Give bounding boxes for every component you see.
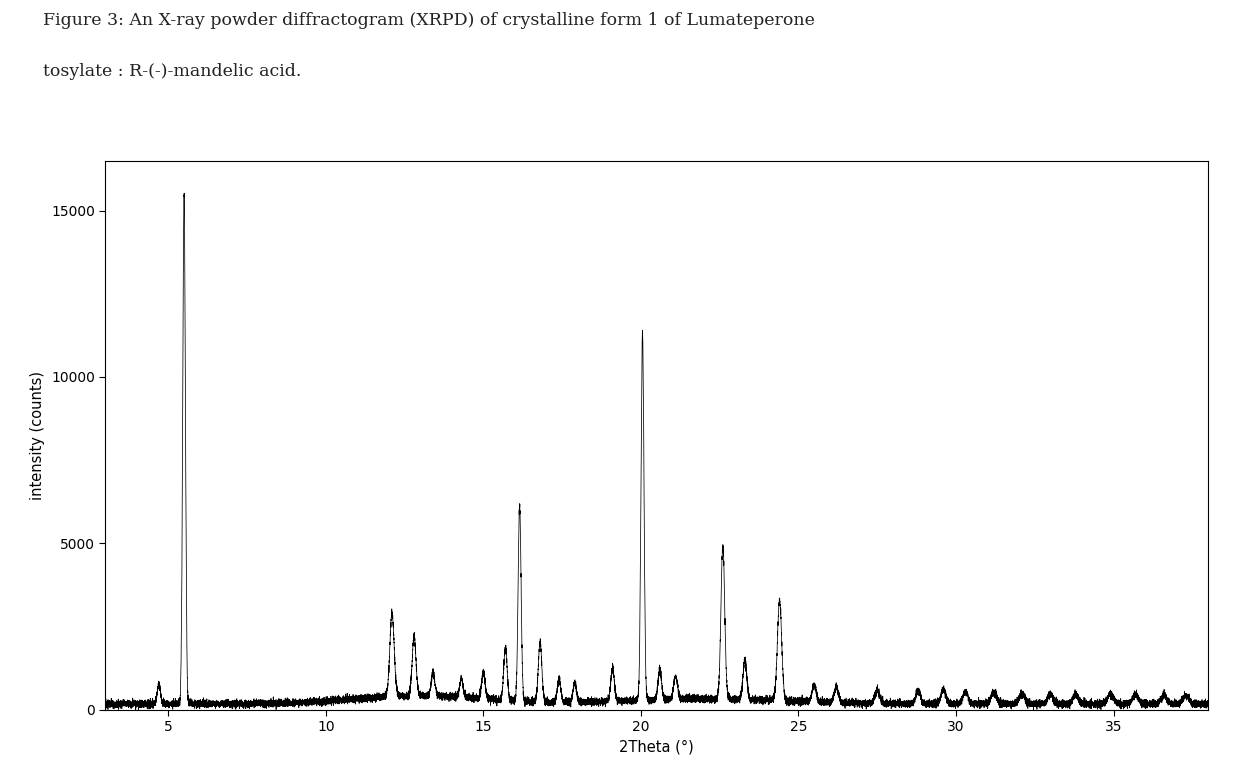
Text: Figure 3: An X-ray powder diffractogram (XRPD) of crystalline form 1 of Lumatepe: Figure 3: An X-ray powder diffractogram … xyxy=(43,12,815,29)
X-axis label: 2Theta (°): 2Theta (°) xyxy=(620,739,694,754)
Y-axis label: intensity (counts): intensity (counts) xyxy=(31,371,46,499)
Text: tosylate : R-(-)-mandelic acid.: tosylate : R-(-)-mandelic acid. xyxy=(43,63,302,80)
